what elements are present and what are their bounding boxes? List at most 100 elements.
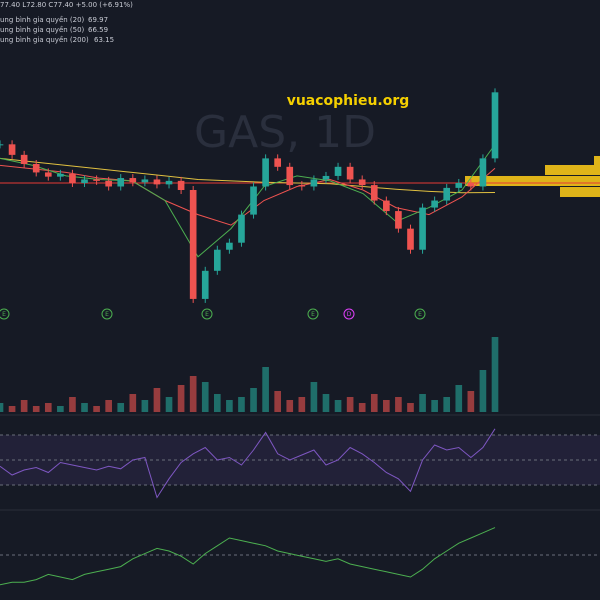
- volume-bar: [93, 406, 100, 412]
- legend-value: 69.97: [88, 16, 108, 24]
- candle: [165, 180, 173, 185]
- rsi-line: [0, 428, 496, 499]
- volume-bar: [479, 370, 487, 412]
- candle: [455, 182, 463, 188]
- volume-bar: [69, 397, 76, 412]
- momentum-line: [0, 527, 496, 586]
- volume-bar: [383, 400, 390, 412]
- event-marker: [307, 308, 319, 320]
- candle: [262, 158, 269, 187]
- event-marker: [101, 308, 113, 320]
- candle: [226, 242, 233, 250]
- event-label: E: [418, 311, 422, 318]
- volume-bar: [201, 382, 209, 412]
- volume-bar: [44, 403, 52, 412]
- candle: [238, 214, 245, 243]
- volume-bar: [32, 406, 40, 412]
- candle: [370, 185, 378, 201]
- legend-name: ung bình gia quyền (20): [0, 16, 85, 24]
- candle: [93, 179, 100, 181]
- candle: [334, 166, 342, 176]
- candle: [491, 92, 499, 159]
- volume-bar: [262, 367, 269, 412]
- volume-bar: [189, 376, 197, 412]
- volume-bar: [57, 406, 64, 412]
- candle: [250, 186, 257, 215]
- volume-bar: [226, 400, 233, 412]
- volume-bar: [395, 397, 402, 412]
- volume-bar: [334, 400, 342, 412]
- watermark: GAS, 1D: [194, 107, 376, 158]
- volume-bar: [370, 394, 378, 412]
- legend-name: ung bình gia quyền (50): [0, 26, 85, 34]
- event-label: D: [347, 311, 352, 318]
- volume-bar: [81, 403, 88, 412]
- event-label: E: [205, 311, 209, 318]
- candle: [467, 182, 475, 187]
- ma-line: [0, 157, 496, 194]
- ohlc: 77.40 L72.80 C77.40 +5.00 (+6.91%): [0, 1, 133, 9]
- volume-profile: [465, 156, 600, 197]
- volume-bar: [443, 397, 451, 412]
- volume-bar: [310, 382, 318, 412]
- candle: [419, 207, 426, 250]
- candle: [298, 185, 306, 187]
- volume-bar: [274, 391, 282, 412]
- volume-bar: [141, 400, 149, 412]
- volume-bar: [455, 385, 463, 412]
- volume-bar: [129, 394, 137, 412]
- candle: [44, 172, 52, 177]
- volume-bar: [491, 337, 499, 412]
- volume-bar: [0, 403, 4, 412]
- candle: [105, 180, 112, 187]
- event-marker: [0, 308, 10, 320]
- ma-line: [0, 144, 496, 258]
- volume-bar: [346, 397, 354, 412]
- candle: [81, 179, 88, 183]
- candle: [431, 200, 438, 208]
- candle: [0, 144, 4, 146]
- event-marker: [201, 308, 213, 320]
- ma-line: [0, 164, 496, 226]
- event-marker: [414, 308, 426, 320]
- candle: [407, 228, 414, 250]
- volume-bar: [153, 388, 161, 412]
- volume-bar: [177, 385, 185, 412]
- event-label: E: [2, 311, 6, 318]
- volume-bar: [117, 403, 125, 412]
- candle: [213, 249, 221, 271]
- candle: [141, 179, 149, 183]
- candle: [69, 173, 76, 183]
- candle: [20, 154, 28, 164]
- candle: [201, 270, 209, 299]
- volume-bar: [322, 394, 330, 412]
- candle: [383, 200, 390, 212]
- candle: [32, 164, 40, 173]
- event-marker: [343, 308, 355, 320]
- candle: [346, 166, 354, 180]
- candle: [286, 166, 294, 186]
- candle: [395, 211, 402, 229]
- legend-name: ung bình gia quyền (200): [0, 36, 89, 44]
- candle: [153, 179, 161, 185]
- candle: [189, 190, 197, 299]
- candle: [8, 144, 16, 155]
- candle: [443, 187, 451, 201]
- candle: [129, 178, 137, 183]
- volume-bar: [20, 400, 28, 412]
- candle: [310, 179, 318, 187]
- volume-bar: [407, 403, 414, 412]
- legend-value: 63.15: [94, 36, 114, 44]
- volume-bar: [105, 400, 112, 412]
- volume-bar: [298, 397, 306, 412]
- legend-value: 66.59: [88, 26, 108, 34]
- candle: [322, 175, 330, 180]
- site-label: vuacophieu.org: [287, 93, 410, 109]
- volume-bar: [467, 391, 475, 412]
- volume-bar: [165, 397, 173, 412]
- volume-bar: [358, 403, 366, 412]
- volume-bar: [213, 394, 221, 412]
- volume-bar: [431, 400, 438, 412]
